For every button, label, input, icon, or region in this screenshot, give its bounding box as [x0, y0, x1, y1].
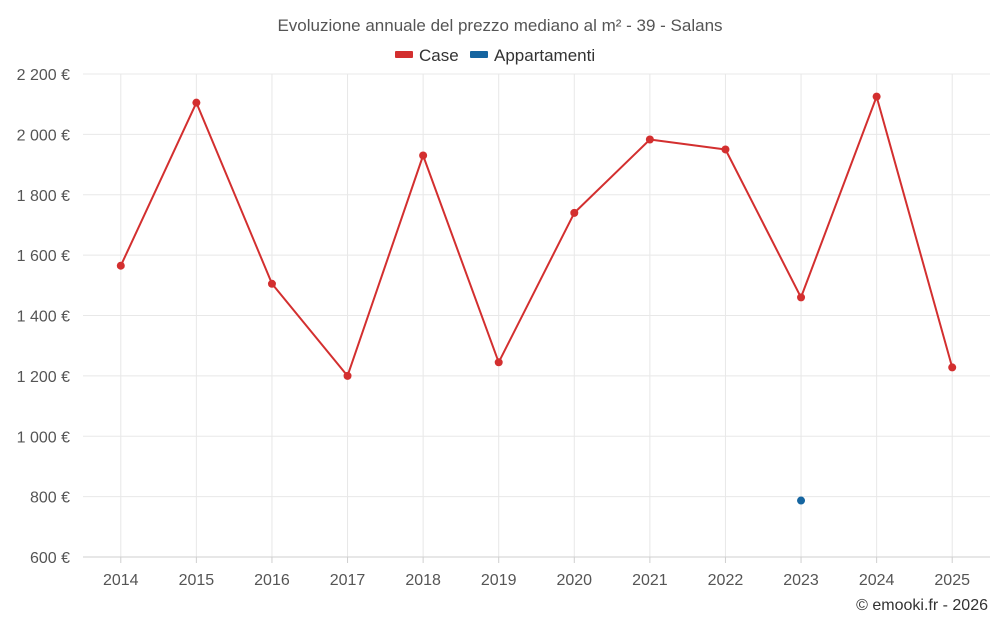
y-tick-label: 800 €	[30, 490, 70, 507]
x-tick-label: 2021	[632, 572, 668, 589]
legend-item-case[interactable]: Case	[395, 46, 459, 65]
axes: 600 € 800 € 1 000 € 1 200 € 1 400 € 1 600 € 1 …	[17, 67, 990, 589]
data-point[interactable]	[797, 496, 806, 505]
data-point[interactable]	[797, 293, 806, 302]
y-tick-label: 1 800 €	[17, 188, 70, 205]
y-tick-label: 1 400 €	[17, 309, 70, 326]
x-tick-label: 2022	[708, 572, 744, 589]
data-point[interactable]	[948, 363, 957, 372]
x-tick-label: 2017	[330, 572, 366, 589]
x-tick-label: 2025	[934, 572, 970, 589]
y-tick-label: 600 €	[30, 550, 70, 567]
y-tick-label: 2 200 €	[17, 67, 70, 84]
grid	[83, 73, 990, 557]
data-point[interactable]	[343, 371, 352, 380]
x-tick-label: 2019	[481, 572, 517, 589]
y-tick-label: 1 000 €	[17, 429, 70, 446]
x-tick-label: 2024	[859, 572, 895, 589]
series-line-0	[119, 95, 954, 377]
x-tick-label: 2023	[783, 572, 819, 589]
legend-label-case: Case	[419, 46, 459, 65]
legend-item-appartamenti[interactable]: Appartamenti	[470, 46, 595, 65]
x-tick-label: 2020	[556, 572, 592, 589]
legend-swatch-case	[395, 51, 413, 58]
x-tick-label: 2016	[254, 572, 290, 589]
y-tick-label: 2 000 €	[17, 127, 70, 144]
data-point[interactable]	[116, 261, 125, 270]
data-point[interactable]	[872, 92, 881, 101]
y-tick-label: 1 600 €	[17, 248, 70, 265]
data-point[interactable]	[494, 358, 503, 367]
series	[116, 92, 957, 505]
legend-swatch-appartamenti	[470, 51, 488, 58]
copyright-notice: © emooki.fr - 2026	[856, 597, 988, 614]
data-point[interactable]	[645, 135, 654, 144]
x-tick-label: 2014	[103, 572, 139, 589]
data-point[interactable]	[570, 208, 579, 217]
legend: Case Appartamenti	[395, 46, 595, 65]
data-point[interactable]	[267, 279, 276, 288]
y-tick-label: 1 200 €	[17, 369, 70, 386]
x-tick-label: 2015	[179, 572, 215, 589]
x-tick-label: 2018	[405, 572, 441, 589]
chart-title: Evoluzione annuale del prezzo mediano al…	[277, 16, 722, 35]
data-point[interactable]	[192, 98, 201, 107]
data-point[interactable]	[419, 151, 428, 160]
legend-label-appartamenti: Appartamenti	[494, 46, 595, 65]
data-point[interactable]	[721, 145, 730, 154]
